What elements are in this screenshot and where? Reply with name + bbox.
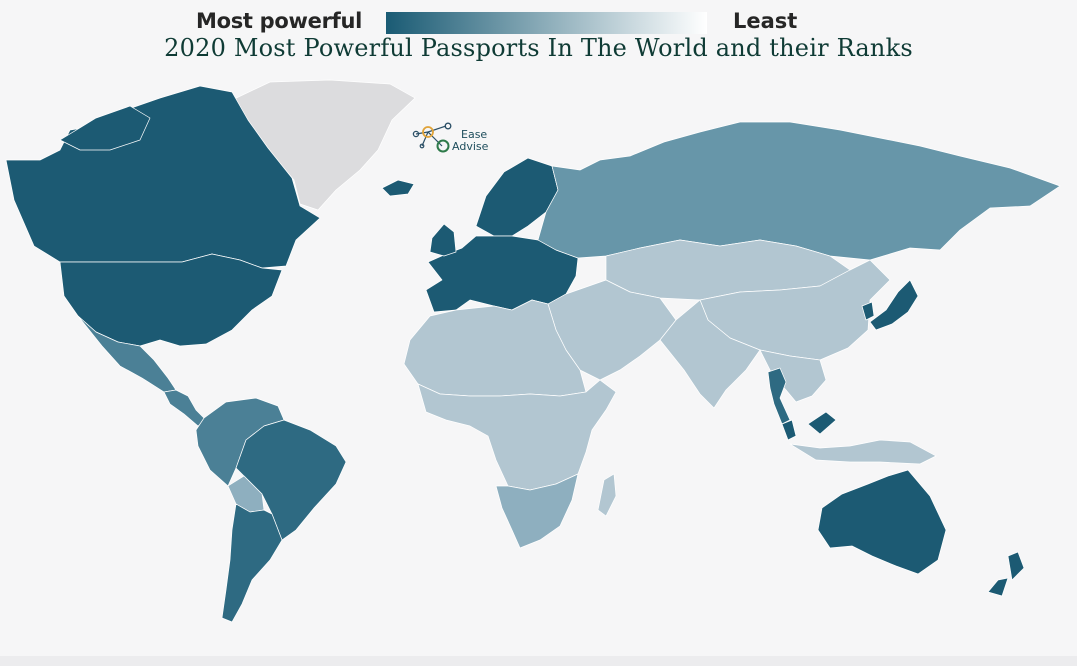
molecule-network-icon — [412, 122, 452, 153]
region-iceland[interactable] — [381, 179, 415, 197]
logo-text-ease: Ease — [461, 128, 488, 141]
region-sub-saharan-africa[interactable] — [417, 379, 617, 491]
region-canada-islands[interactable] — [59, 105, 151, 151]
logo-text-advise: Advise — [452, 140, 489, 153]
region-mexico[interactable] — [77, 315, 177, 393]
region-south-asia[interactable] — [659, 299, 761, 409]
region-southern-africa[interactable] — [495, 473, 579, 549]
legend-most-powerful-label: Most powerful — [196, 9, 363, 33]
region-indonesia[interactable] — [789, 439, 937, 465]
legend-gradient-bar — [386, 12, 707, 34]
region-russia[interactable] — [537, 121, 1061, 261]
region-british-isles[interactable] — [429, 223, 457, 257]
legend-least-label: Least — [733, 9, 798, 33]
region-brazil[interactable] — [235, 419, 347, 541]
footer-strip — [0, 656, 1077, 666]
region-madagascar[interactable] — [597, 473, 617, 517]
region-thailand[interactable] — [767, 367, 791, 425]
region-southern-cone[interactable] — [221, 503, 283, 623]
region-japan[interactable] — [869, 279, 919, 331]
page-title: 2020 Most Powerful Passports In The Worl… — [164, 34, 913, 62]
region-south-korea[interactable] — [861, 301, 875, 321]
region-malaysia[interactable] — [781, 411, 837, 441]
region-new-zealand[interactable] — [987, 551, 1025, 597]
region-central-america[interactable] — [163, 389, 207, 427]
region-australia[interactable] — [817, 469, 947, 575]
